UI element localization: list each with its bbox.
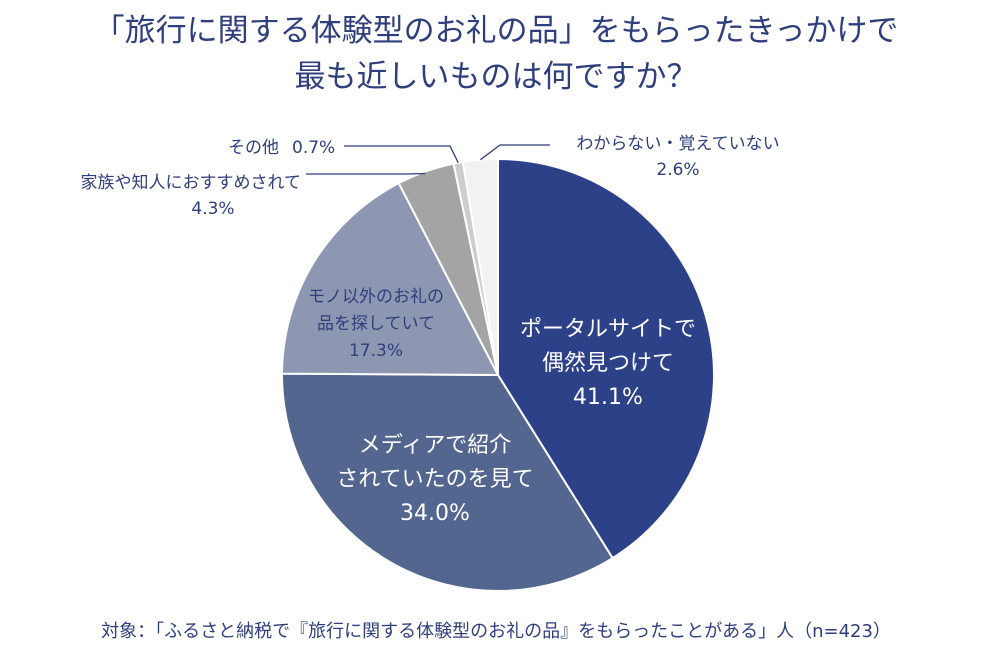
leader-line-6: [480, 144, 550, 161]
leader-line-4: [306, 172, 426, 175]
slice-labels: ポータルサイトで偶然見つけて 41.1% メディアで紹介されていたのを見て 34.0%…: [81, 134, 780, 526]
slice-label-5-value: 0.7%: [292, 138, 335, 158]
pie-slice-3: [280, 181, 500, 377]
slice-label-4-name: 家族や知人におすすめされて: [81, 173, 302, 193]
slice-label-6-value: 2.6%: [656, 160, 699, 180]
slice-label-6-name: わからない・覚えていない: [576, 134, 779, 154]
pie-slice-1: [497, 157, 716, 560]
pie-slices: [280, 157, 716, 593]
slice-label-1: ポータルサイトで偶然見つけて 41.1%: [520, 317, 696, 410]
leader-line-5: [344, 145, 459, 163]
slice-label-3: モノ以外のお礼の品を探していて 17.3%: [308, 287, 444, 361]
leader-lines: [306, 144, 550, 175]
pie-slice-6: [461, 157, 499, 376]
pie-slice-2: [280, 372, 614, 593]
chart-title-line-1: 「旅行に関する体験型のお礼の品」をもらったきっかけで: [93, 13, 899, 49]
chart-title-line-2: 最も近しいものは何ですか？: [294, 59, 698, 95]
slice-label-5-name: その他: [228, 138, 279, 158]
slice-label-4-value: 4.3%: [191, 199, 234, 219]
chart-title: 「旅行に関する体験型のお礼の品」をもらったきっかけで 最も近しいものは何ですか？: [0, 8, 992, 100]
footnote: 対象：「ふるさと納税で『旅行に関する体験型のお礼の品』をもらったことがある」人（…: [101, 621, 891, 642]
slice-label-2: メディアで紹介されていたのを見て 34.0%: [336, 433, 533, 526]
